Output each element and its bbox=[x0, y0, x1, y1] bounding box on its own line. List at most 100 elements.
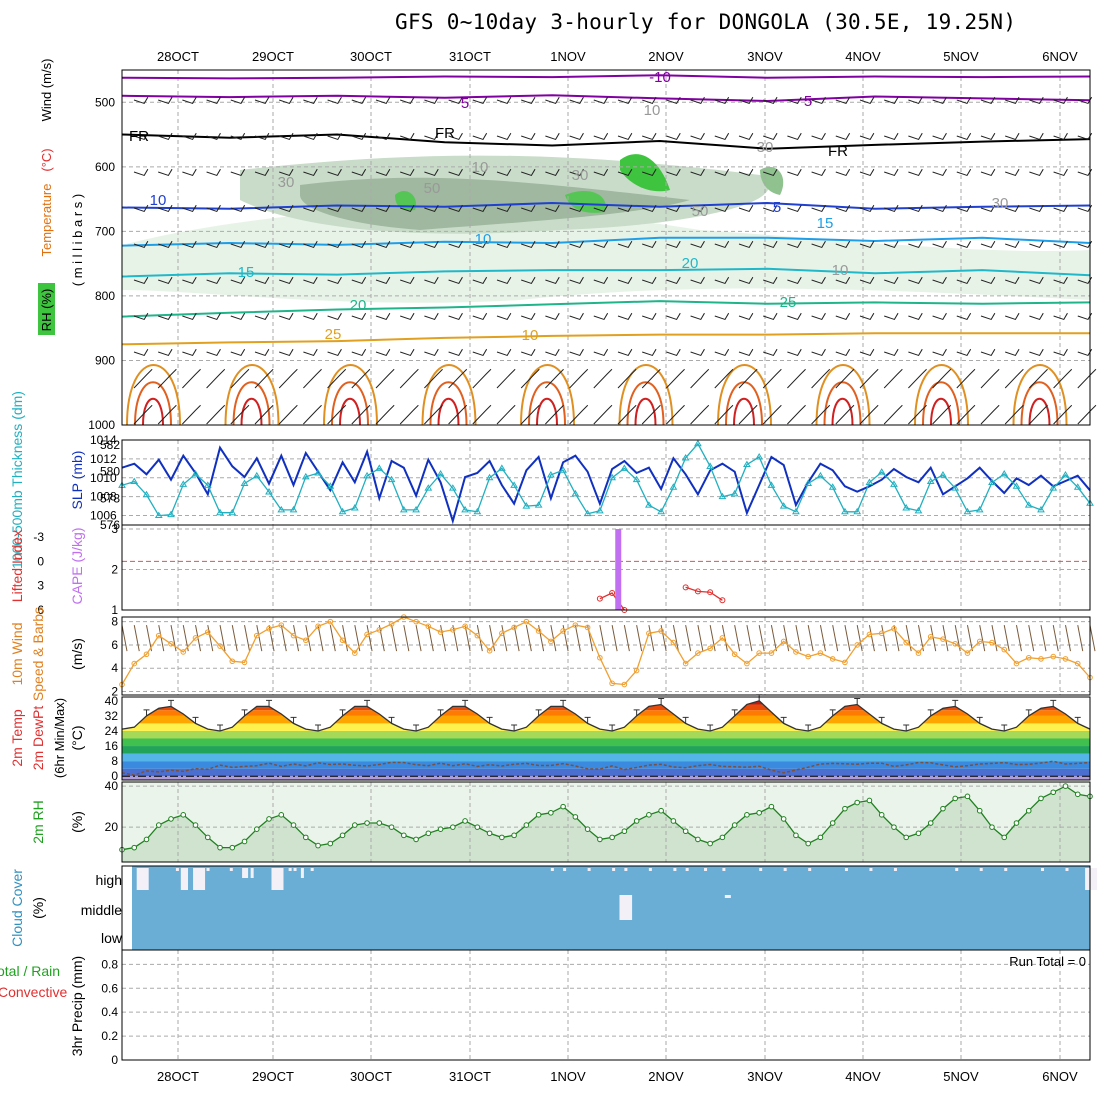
wind-barb bbox=[448, 348, 463, 357]
wind-barb-10m bbox=[1077, 625, 1084, 652]
wind-barb bbox=[133, 404, 153, 425]
li-point bbox=[707, 589, 714, 596]
rh-point bbox=[1074, 791, 1081, 798]
rh-point bbox=[192, 822, 199, 828]
wind-barb bbox=[1004, 404, 1024, 425]
wind-speed-point bbox=[621, 681, 628, 688]
wind-barb bbox=[206, 312, 221, 321]
wind-speed-point bbox=[670, 639, 677, 646]
wind-barb bbox=[811, 276, 826, 285]
wind-barb bbox=[424, 368, 443, 389]
wind-speed-point bbox=[658, 628, 664, 634]
y-tick-precip: 0.4 bbox=[101, 1005, 118, 1019]
wind-barb bbox=[835, 368, 855, 389]
wind-barb bbox=[496, 240, 512, 249]
isotherm-30 bbox=[224, 364, 280, 426]
wind-barb bbox=[279, 96, 294, 105]
slp-point bbox=[657, 507, 666, 515]
wind-barb bbox=[254, 96, 270, 105]
y-tick-temp: 8 bbox=[111, 754, 118, 768]
wind-barb bbox=[399, 368, 419, 389]
y-label-convective: Convective bbox=[0, 984, 67, 1000]
wind-barb bbox=[230, 312, 246, 321]
wind-barb bbox=[375, 312, 391, 321]
wind-barb bbox=[400, 276, 415, 285]
wind-barb-10m bbox=[905, 625, 912, 652]
wind-barb bbox=[956, 240, 972, 249]
y-tick-slp: 1010 bbox=[90, 471, 117, 485]
rh-point bbox=[499, 834, 505, 841]
wind-barb-10m bbox=[636, 625, 643, 652]
panel-rh-frame bbox=[121, 781, 1091, 863]
slp-point bbox=[743, 460, 751, 468]
wind-barb bbox=[230, 348, 246, 357]
contour-label: 10 bbox=[644, 102, 661, 119]
wind-barb bbox=[158, 312, 173, 321]
rh-point bbox=[511, 832, 517, 839]
minmax-tick bbox=[1001, 724, 1008, 731]
wind-barb bbox=[763, 132, 778, 141]
contour-label: 30 bbox=[992, 195, 1009, 212]
wind-barb bbox=[521, 312, 536, 321]
wind-barb bbox=[690, 204, 705, 213]
isotherm-40 bbox=[634, 397, 657, 426]
cloud-level-label: low bbox=[101, 930, 123, 946]
wind-barb bbox=[424, 132, 439, 141]
rh-point bbox=[1038, 795, 1044, 802]
temp-band bbox=[122, 738, 1090, 747]
cloud-high-gap bbox=[648, 868, 652, 871]
wind-barb bbox=[133, 168, 149, 177]
cloud-high-gap bbox=[300, 868, 304, 878]
isotherm-line bbox=[121, 300, 1091, 318]
wind-barb bbox=[763, 204, 778, 213]
wind-speed-point bbox=[1013, 660, 1020, 667]
wind-barb bbox=[666, 348, 681, 357]
slp-point bbox=[559, 466, 567, 473]
y-tick-wind: 8 bbox=[111, 615, 118, 629]
wind-barb bbox=[182, 312, 197, 321]
wind-barb bbox=[1053, 404, 1073, 425]
wind-barb-10m bbox=[329, 625, 336, 652]
slp-point bbox=[424, 484, 433, 491]
wind-speed-point bbox=[744, 660, 750, 667]
x-tick-label-top: 1NOV bbox=[550, 49, 586, 64]
wind-speed-point bbox=[817, 650, 824, 656]
wind-barb bbox=[230, 368, 250, 389]
slp-point bbox=[694, 439, 702, 447]
wind-barb bbox=[375, 168, 391, 177]
wind-barb bbox=[738, 204, 754, 213]
wind-barb bbox=[545, 312, 560, 321]
isotherm-30 bbox=[323, 364, 378, 426]
y-label-thickness: 1000-500mb Thickness (dm) bbox=[9, 391, 25, 569]
wind-barb-10m bbox=[758, 625, 765, 652]
wind-barb-10m bbox=[574, 625, 581, 652]
slp-point bbox=[620, 464, 629, 471]
wind-barb bbox=[593, 132, 609, 141]
rh-point bbox=[253, 826, 260, 832]
wind-barb bbox=[545, 204, 560, 213]
wind-barb bbox=[375, 96, 391, 105]
x-tick-label-top: 5NOV bbox=[943, 49, 979, 64]
cape-bar bbox=[615, 529, 622, 610]
y-tick-rh: 40 bbox=[105, 779, 119, 793]
wind-barb bbox=[496, 348, 512, 357]
rh-point bbox=[621, 828, 628, 835]
temp-band bbox=[122, 746, 1090, 754]
wind-barb bbox=[738, 168, 754, 177]
isotherm-30 bbox=[421, 364, 477, 426]
wind-barb bbox=[642, 132, 657, 141]
rh-point bbox=[474, 824, 481, 830]
cloud-middle-gap bbox=[619, 895, 633, 920]
wind-barb bbox=[617, 368, 637, 389]
wind-barb bbox=[448, 132, 463, 141]
wind-barb bbox=[787, 404, 806, 425]
wind-barb bbox=[1029, 348, 1044, 357]
rh-area-50 bbox=[300, 177, 690, 230]
wind-barb-10m bbox=[599, 625, 606, 652]
wind-barb bbox=[787, 168, 802, 177]
slp-point bbox=[497, 464, 506, 471]
wind-barb bbox=[593, 276, 609, 285]
y-tick-wind: 6 bbox=[111, 638, 118, 652]
wind-barb bbox=[230, 132, 246, 141]
wind-barb bbox=[690, 276, 705, 285]
